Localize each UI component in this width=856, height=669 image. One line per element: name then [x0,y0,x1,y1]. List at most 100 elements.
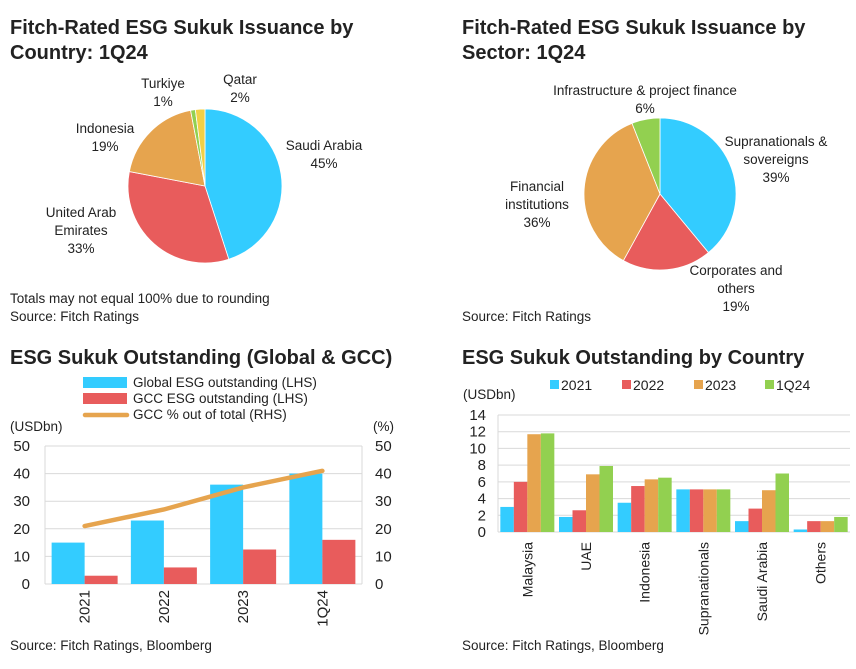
pie-label: sovereigns [743,152,809,167]
pie-label: 19% [722,299,749,314]
bar-global [130,520,164,584]
pie-label: Qatar [223,72,257,87]
pie-label: Saudi Arabia [286,138,363,153]
pie-slice [127,171,230,264]
pie-label: United Arab [46,205,117,220]
y-tick-label: 4 [478,491,486,508]
legend-swatch [550,380,559,389]
pie-label: Corporates and [689,263,782,278]
legend-swatch [83,377,127,388]
y2-tick-label: 0 [375,576,383,593]
legend-label: Global ESG outstanding (LHS) [133,375,317,390]
chart1-note: Totals may not equal 100% due to roundin… [10,291,270,306]
x-tick-label: Saudi Arabia [754,542,770,622]
bar-2022 [807,521,821,532]
chart4-source: Source: Fitch Ratings, Bloomberg [462,638,664,653]
bar-2023 [527,434,541,532]
y-axis-label: (USDbn) [463,387,516,402]
y-tick-label: 10 [13,548,30,565]
x-tick-label: UAE [578,542,594,571]
legend-swatch [765,380,774,389]
bar-1q24 [540,433,555,532]
y2-tick-label: 50 [375,438,392,455]
chart2-title: Fitch-Rated ESG Sukuk Issuance by Sector… [462,17,806,64]
pie-label: Emirates [54,223,108,238]
pie-label: 36% [523,215,550,230]
y-tick-label: 6 [478,474,486,491]
y2-tick-label: 20 [375,521,392,538]
bar-global [210,484,244,584]
bar-2022 [513,481,528,532]
legend-label: 2021 [561,377,592,393]
y-tick-label: 50 [13,438,30,455]
bar-2022 [631,486,645,532]
pie-slice [583,122,661,262]
bar-2021 [793,529,808,532]
pie-slice [631,117,661,195]
x-tick-label: 2023 [235,590,252,623]
pie-slice [204,108,283,260]
chart4-title: ESG Sukuk Outstanding by Country [462,347,805,369]
bar-1q24 [716,489,731,532]
bar-gcc [322,539,356,584]
bar-2023 [703,489,717,532]
pie-label: 2% [230,90,250,105]
pie-label: Indonesia [76,121,135,136]
legend-swatch [83,393,127,404]
y2-axis-label: (%) [373,419,394,434]
y-tick-label: 12 [469,424,486,441]
bar-2021 [500,506,514,532]
pie-label: 33% [67,241,94,256]
bar-2021 [735,521,749,532]
pie-slice [659,117,737,254]
pie-label: 39% [762,170,789,185]
legend-label: GCC % out of total (RHS) [133,407,287,422]
x-tick-label: 1Q24 [314,590,331,627]
y-axis-label: (USDbn) [10,419,63,434]
pie-label: Financial [510,179,564,194]
pie-label: 6% [635,101,655,116]
bar-2023 [820,521,835,532]
y-tick-label: 40 [13,466,30,483]
y2-tick-label: 40 [375,466,392,483]
pie-label: 1% [153,94,173,109]
bar-gcc [243,549,277,584]
bar-1q24 [658,477,672,532]
bar-1q24 [834,516,848,532]
x-tick-label: Indonesia [637,542,653,603]
legend-label: 1Q24 [776,377,810,393]
bar-2023 [762,490,776,532]
y-tick-label: 0 [22,576,30,593]
pie-slice [194,108,206,187]
pie-label: 45% [310,156,337,171]
bar-1q24 [775,473,789,532]
pie-label: others [717,281,755,296]
pie-slice [622,193,710,271]
bar-global [289,473,323,584]
chart2-source: Source: Fitch Ratings [462,309,592,324]
y2-tick-label: 30 [375,493,392,510]
pie-slice [128,109,206,187]
pie-label: institutions [505,197,569,212]
bar-global [51,542,85,584]
pie-label: Infrastructure & project finance [553,83,737,98]
x-tick-label: 2022 [156,590,173,623]
bar-2021 [559,516,573,532]
bar-2023 [586,474,600,532]
chart3-source: Source: Fitch Ratings, Bloomberg [10,638,212,653]
pie-label: 19% [91,139,118,154]
x-tick-label: Others [813,542,829,584]
bar-gcc [163,567,197,584]
legend-label: 2022 [633,377,664,393]
x-tick-label: Supranationals [695,542,711,635]
legend-label: 2023 [705,377,736,393]
bar-2021 [676,489,690,532]
chart1-title: Fitch-Rated ESG Sukuk Issuance by Countr… [10,17,354,64]
series-line [82,468,325,529]
y-tick-label: 8 [478,457,486,474]
x-tick-label: 2021 [77,590,94,623]
y-tick-label: 2 [478,507,486,524]
bar-2023 [644,479,659,532]
y2-tick-label: 10 [375,548,392,565]
